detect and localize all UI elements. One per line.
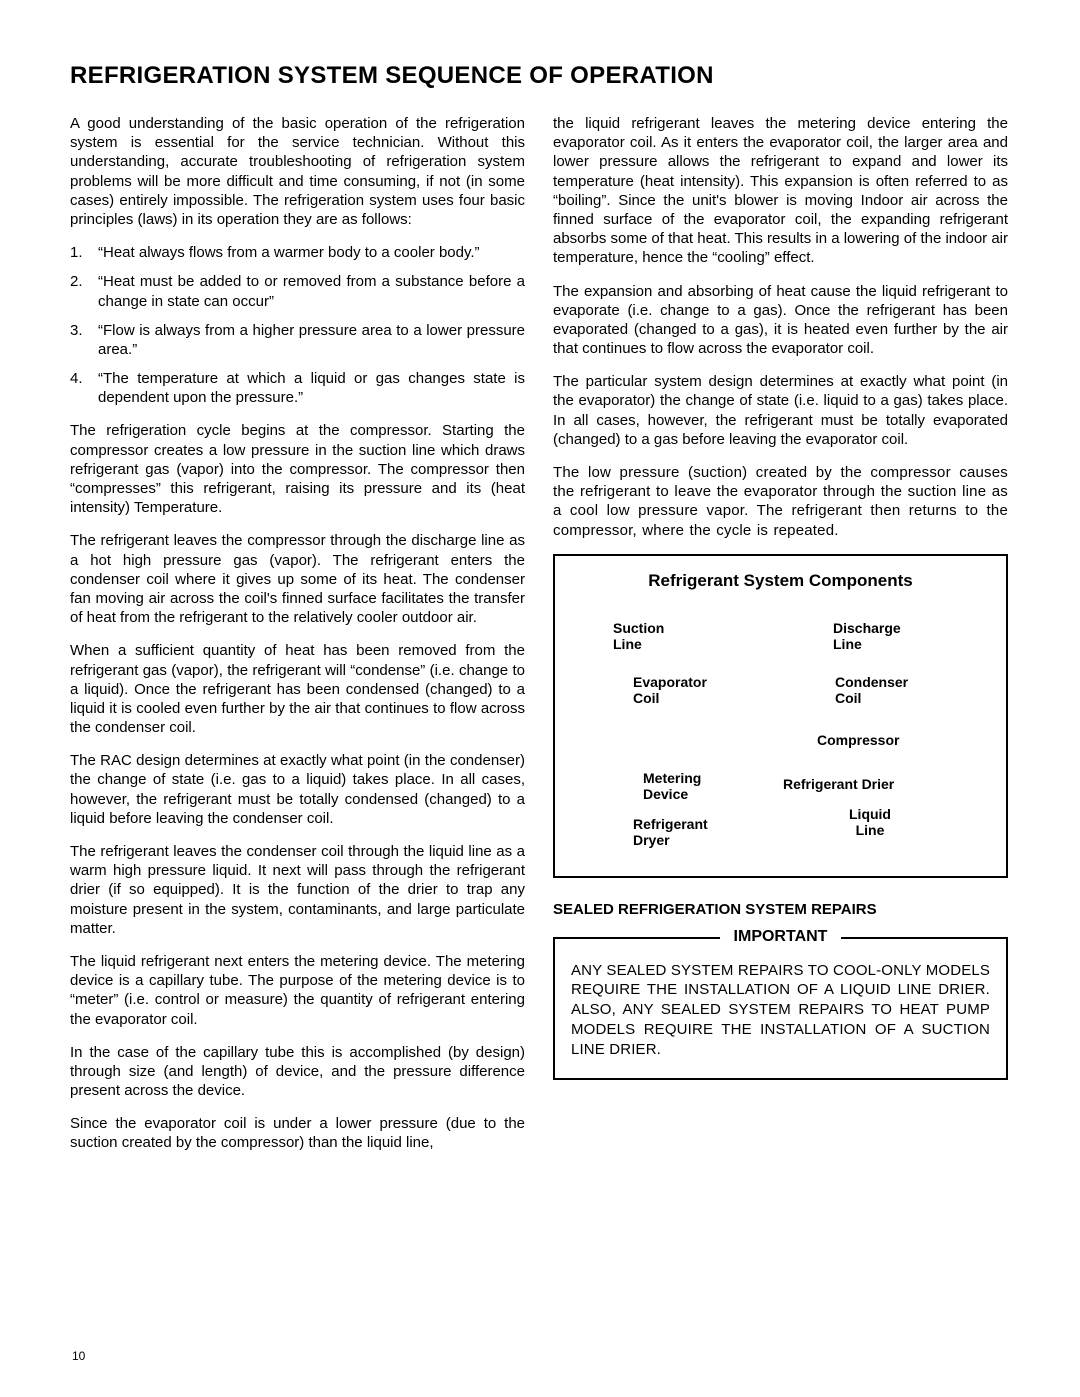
body-paragraph: The refrigerant leaves the compressor th…: [70, 531, 525, 627]
intro-paragraph: A good understanding of the basic operat…: [70, 114, 525, 229]
laws-list: “Heat always flows from a warmer body to…: [70, 243, 525, 407]
body-paragraph: The liquid refrigerant next enters the m…: [70, 952, 525, 1029]
two-column-layout: A good understanding of the basic operat…: [70, 114, 1010, 1167]
sealed-repairs-heading: SEALED REFRIGERATION SYSTEM REPAIRS: [553, 900, 1008, 919]
components-diagram: Refrigerant System Components SuctionLin…: [553, 554, 1008, 878]
page-title: REFRIGERATION SYSTEM SEQUENCE OF OPERATI…: [70, 62, 1010, 90]
law-item: “The temperature at which a liquid or ga…: [98, 369, 525, 407]
label-metering: MeteringDevice: [643, 770, 701, 802]
label-suction: SuctionLine: [613, 620, 664, 652]
label-liquid: LiquidLine: [849, 806, 891, 838]
label-compressor: Compressor: [817, 732, 899, 748]
body-paragraph: When a sufficient quantity of heat has b…: [70, 641, 525, 737]
body-paragraph: the liquid refrigerant leaves the meteri…: [553, 114, 1008, 268]
label-drier: Refrigerant Drier: [783, 776, 894, 792]
important-text: ANY SEALED SYSTEM REPAIRS TO COOL-ONLY M…: [571, 961, 990, 1060]
law-item: “Flow is always from a higher pressure a…: [98, 321, 525, 359]
label-condenser: CondenserCoil: [835, 674, 908, 706]
body-paragraph: The refrigeration cycle begins at the co…: [70, 421, 525, 517]
body-paragraph: The expansion and absorbing of heat caus…: [553, 282, 1008, 359]
law-item: “Heat always flows from a warmer body to…: [98, 243, 525, 262]
body-paragraph: The refrigerant leaves the condenser coi…: [70, 842, 525, 938]
body-paragraph: Since the evaporator coil is under a low…: [70, 1114, 525, 1152]
diagram-title: Refrigerant System Components: [573, 570, 988, 592]
body-paragraph: The RAC design determines at exactly wha…: [70, 751, 525, 828]
important-box: IMPORTANT ANY SEALED SYSTEM REPAIRS TO C…: [553, 937, 1008, 1080]
body-paragraph: The particular system design determines …: [553, 372, 1008, 449]
right-column: the liquid refrigerant leaves the meteri…: [553, 114, 1008, 1167]
body-paragraph: In the case of the capillary tube this i…: [70, 1043, 525, 1101]
important-label: IMPORTANT: [720, 927, 842, 947]
body-paragraph: The low pressure (suction) created by th…: [553, 463, 1008, 540]
label-discharge: DischargeLine: [833, 620, 901, 652]
label-ref-dryer: RefrigerantDryer: [633, 816, 708, 848]
page-number: 10: [72, 1349, 85, 1363]
law-item: “Heat must be added to or removed from a…: [98, 272, 525, 310]
diagram-labels: SuctionLine DischargeLine EvaporatorCoil…: [573, 620, 988, 850]
label-evaporator: EvaporatorCoil: [633, 674, 707, 706]
left-column: A good understanding of the basic operat…: [70, 114, 525, 1167]
